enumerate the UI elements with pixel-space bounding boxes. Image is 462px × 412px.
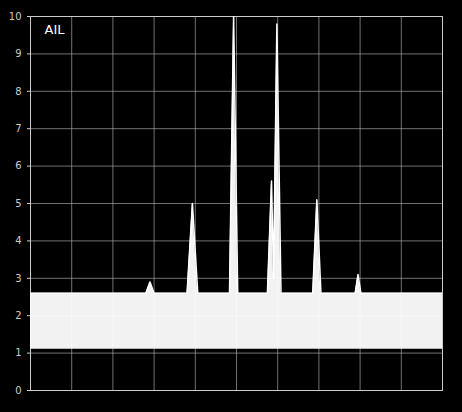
svg-text:3: 3 — [15, 273, 21, 284]
svg-text:AIL: AIL — [45, 22, 66, 37]
svg-text:9: 9 — [15, 48, 21, 59]
svg-text:10: 10 — [9, 11, 22, 22]
svg-text:2: 2 — [15, 310, 21, 321]
svg-text:5: 5 — [15, 198, 21, 209]
svg-text:6: 6 — [15, 160, 21, 171]
svg-text:8: 8 — [15, 86, 21, 97]
svg-text:7: 7 — [15, 123, 21, 134]
svg-text:1: 1 — [15, 347, 21, 358]
svg-text:0: 0 — [15, 385, 21, 396]
svg-text:4: 4 — [15, 235, 21, 246]
